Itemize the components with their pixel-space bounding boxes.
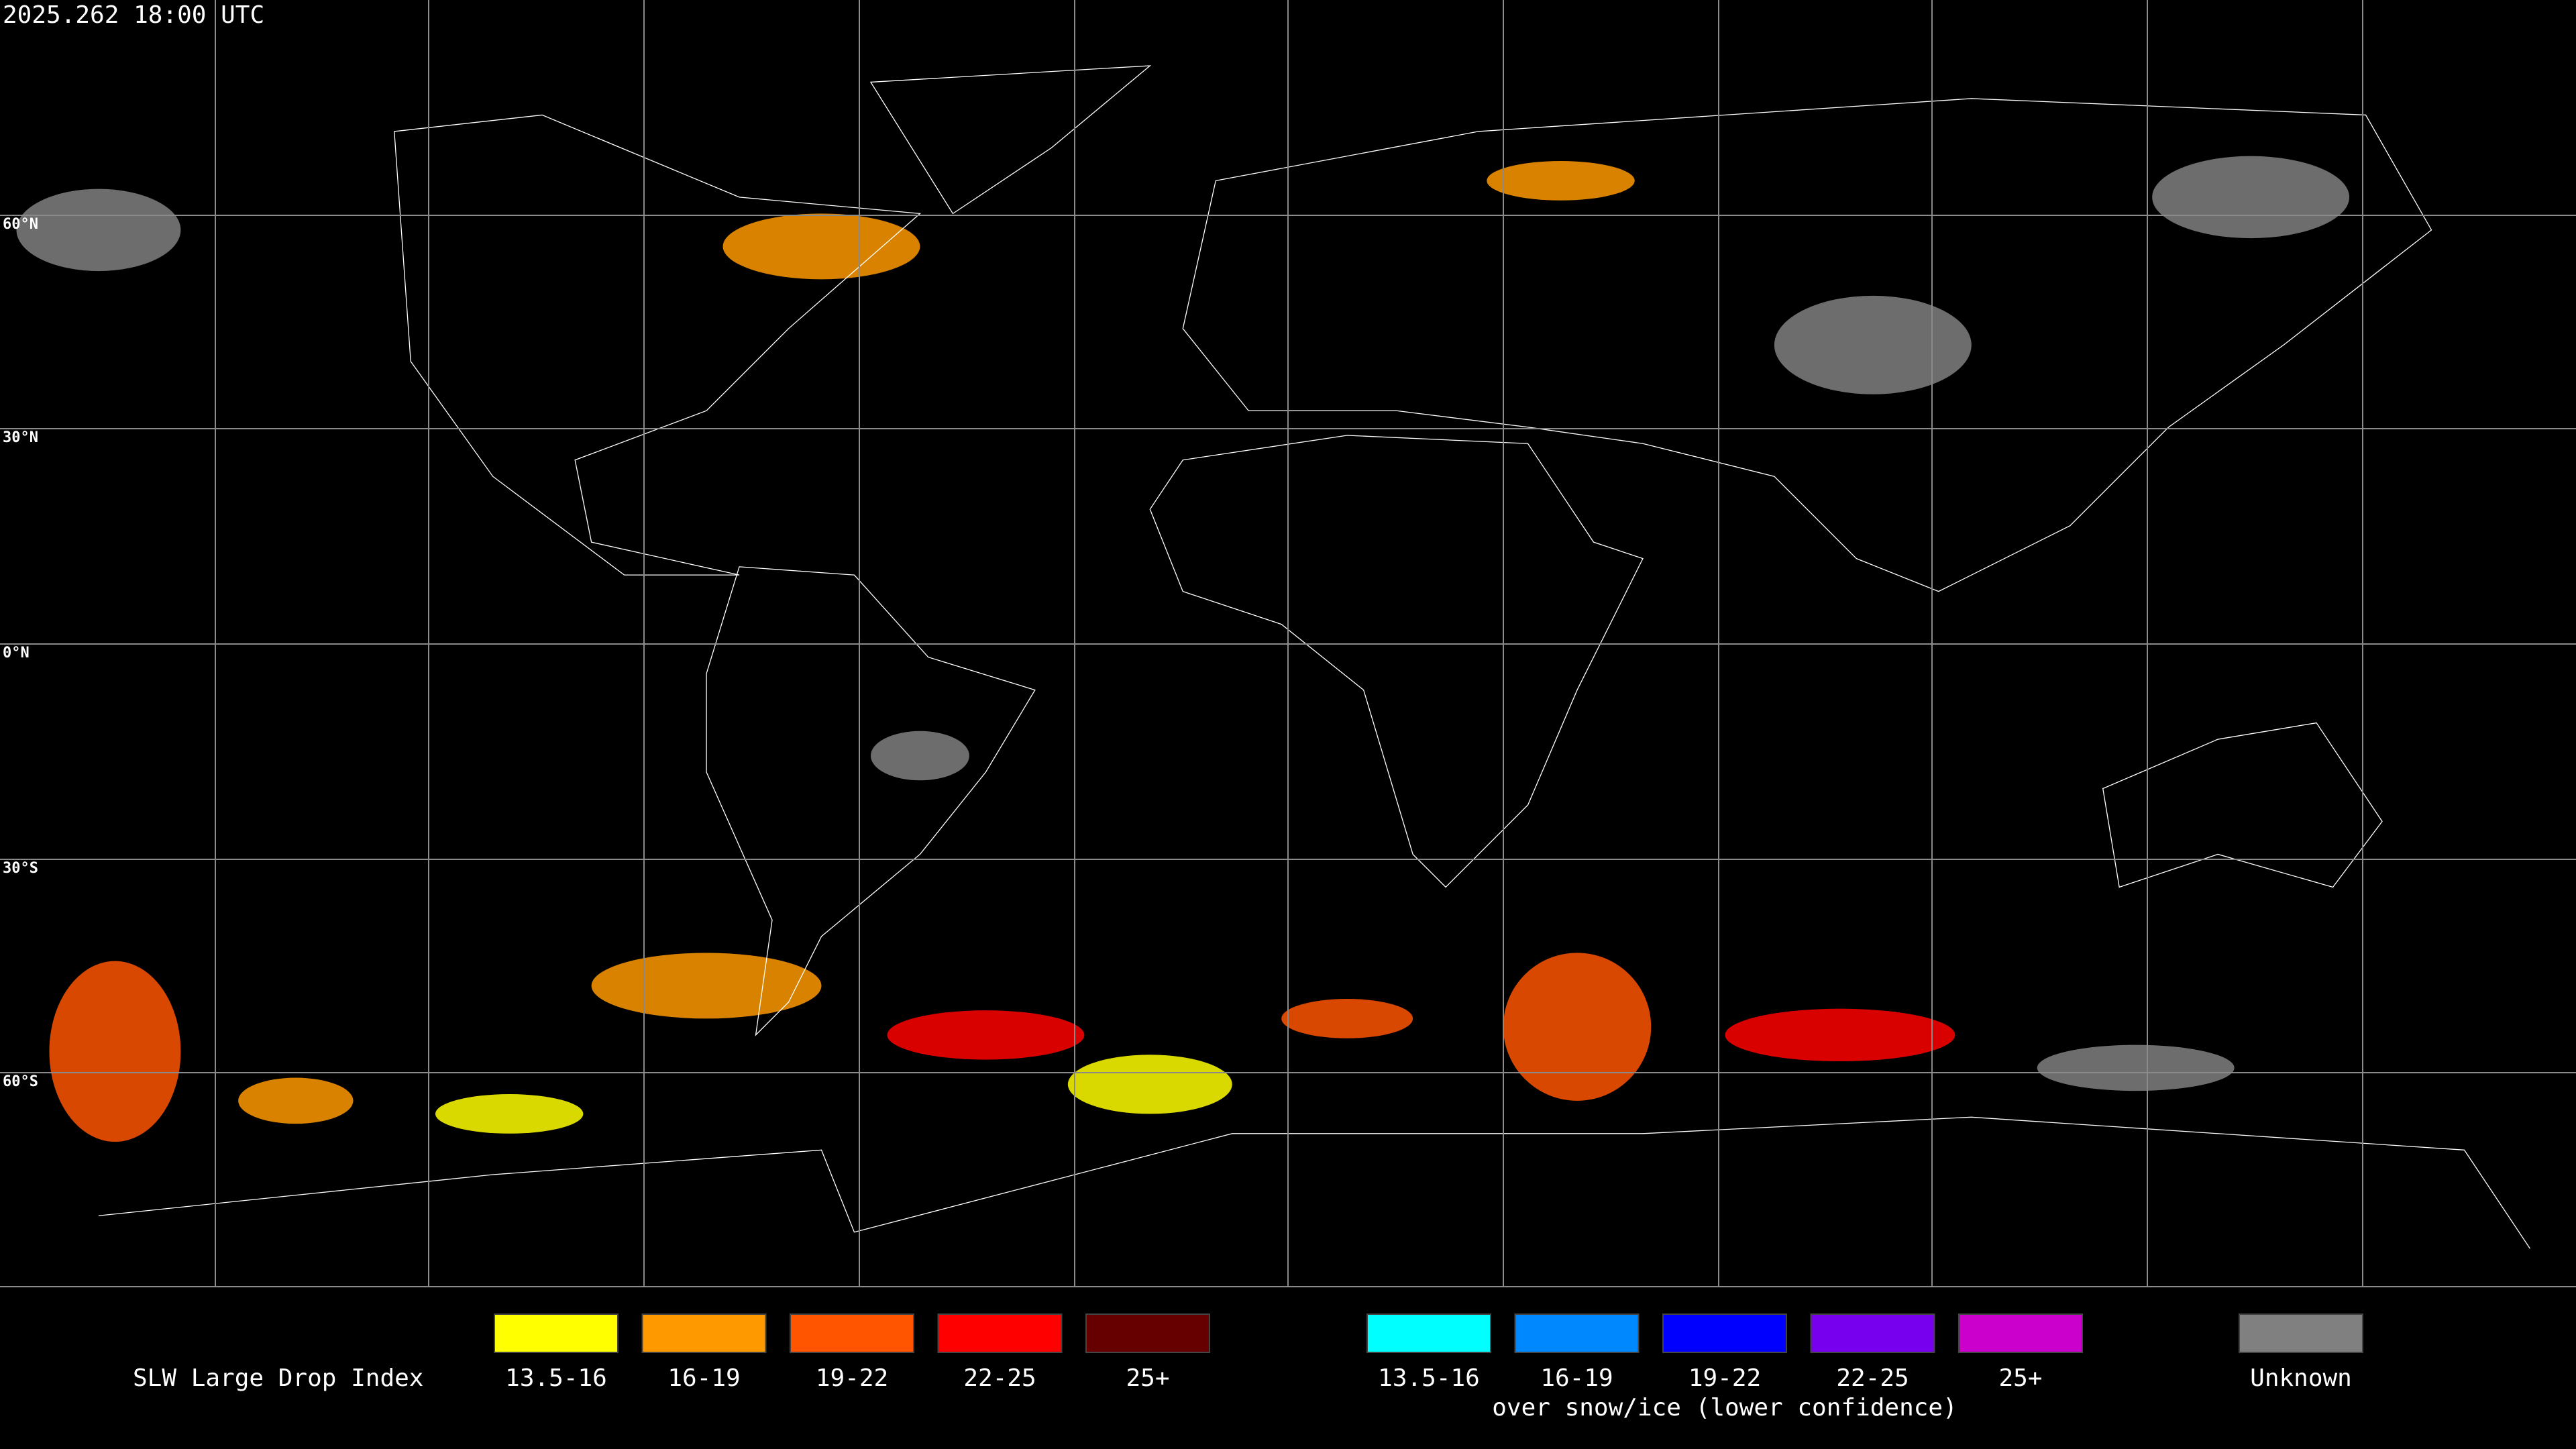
legend-swatch bbox=[1810, 1313, 1935, 1353]
coastline bbox=[1150, 435, 1643, 887]
cloud-patch bbox=[435, 1094, 584, 1134]
legend-label: 22-25 bbox=[1836, 1364, 1909, 1392]
coastline bbox=[394, 115, 920, 575]
legend-swatch bbox=[1366, 1313, 1491, 1353]
cloud-patch bbox=[1487, 161, 1635, 201]
timestamp: 2025.262 18:00 UTC bbox=[3, 1, 264, 29]
legend-title: SLW Large Drop Index bbox=[133, 1364, 423, 1392]
latitude-label: 30°S bbox=[3, 860, 38, 877]
cloud-patch bbox=[49, 961, 181, 1142]
legend-caption: over snow/ice (lower confidence) bbox=[1492, 1394, 1957, 1421]
coastlines bbox=[99, 66, 2530, 1248]
cloud-patch bbox=[2037, 1044, 2235, 1091]
legend-swatch bbox=[641, 1313, 767, 1353]
cloud-patch bbox=[591, 953, 822, 1019]
latitude-label: 30°N bbox=[3, 429, 38, 446]
cloud-patch bbox=[1281, 998, 1413, 1038]
cloud-patch bbox=[870, 731, 969, 781]
legend-label: 16-19 bbox=[1540, 1364, 1613, 1392]
legend-label: 13.5-16 bbox=[505, 1364, 607, 1392]
legend-swatch bbox=[1662, 1313, 1787, 1353]
legend-label: 22-25 bbox=[963, 1364, 1036, 1392]
coastline bbox=[99, 1117, 2530, 1248]
legend-label: 16-19 bbox=[667, 1364, 740, 1392]
coastline bbox=[871, 66, 1150, 213]
cloud-patch bbox=[2152, 156, 2350, 239]
legend-label: Unknown bbox=[2250, 1364, 2352, 1392]
cloud-patch bbox=[722, 213, 920, 280]
cloud-patch bbox=[887, 1010, 1085, 1060]
coastline bbox=[706, 567, 1035, 1035]
cloud-patch bbox=[16, 189, 181, 272]
legend-swatch bbox=[494, 1313, 619, 1353]
legend-label: 13.5-16 bbox=[1378, 1364, 1480, 1392]
cloud-patches bbox=[16, 156, 2350, 1142]
legend-label: 19-22 bbox=[816, 1364, 888, 1392]
legend-label: 25+ bbox=[1998, 1364, 2042, 1392]
map-layer bbox=[16, 66, 2530, 1248]
legend-swatch bbox=[2239, 1313, 2363, 1353]
latitude-label: 60°S bbox=[3, 1073, 38, 1090]
latitude-label: 60°N bbox=[3, 216, 38, 233]
cloud-patch bbox=[238, 1077, 354, 1124]
latitude-label: 0°N bbox=[3, 645, 30, 661]
legend-swatch bbox=[937, 1313, 1063, 1353]
cloud-patch bbox=[1067, 1055, 1232, 1114]
coastline bbox=[2103, 723, 2382, 888]
cloud-patch bbox=[1503, 953, 1652, 1101]
coastline bbox=[1183, 99, 2431, 592]
legend-swatch bbox=[1514, 1313, 1640, 1353]
legend-swatch bbox=[1958, 1313, 2083, 1353]
legend-swatch bbox=[1085, 1313, 1210, 1353]
legend-label: 25+ bbox=[1126, 1364, 1169, 1392]
legend-label: 19-22 bbox=[1688, 1364, 1761, 1392]
cloud-patch bbox=[1725, 1008, 1955, 1062]
legend-swatch bbox=[790, 1313, 914, 1353]
cloud-patch bbox=[1774, 295, 1972, 394]
